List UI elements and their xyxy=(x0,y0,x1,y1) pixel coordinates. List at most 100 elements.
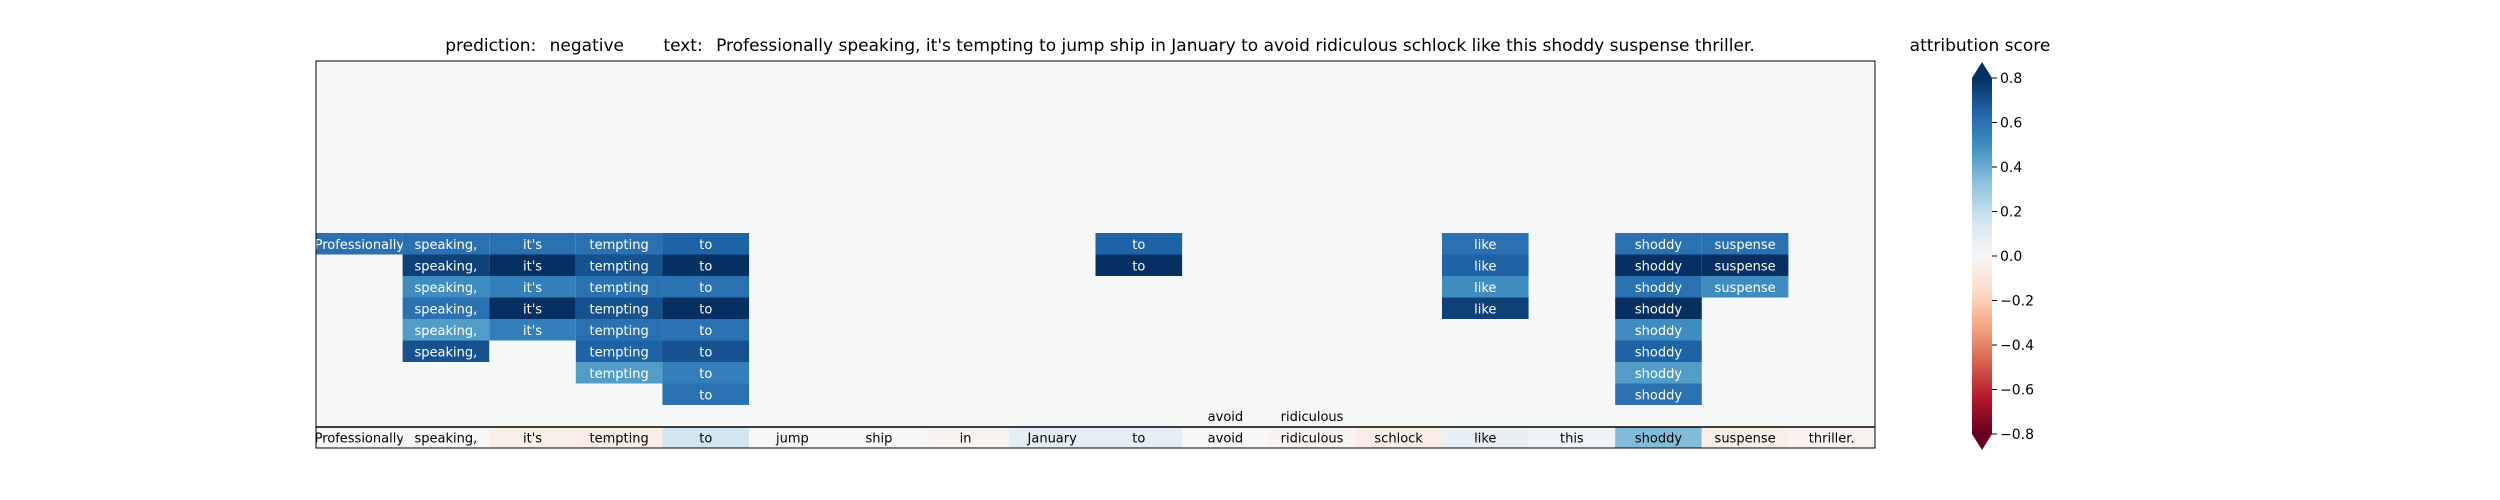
heatmap-cell xyxy=(1701,254,1789,276)
heatmap-cell-label: shoddy xyxy=(1635,238,1682,253)
token-label: it's xyxy=(523,432,542,447)
colorbar-top-extension xyxy=(1972,62,1992,78)
heatmap-cell-label: avoid xyxy=(1208,410,1243,425)
heatmap-cell xyxy=(402,233,490,255)
heatmap-cell-label: it's xyxy=(523,281,542,296)
colorbar-tick-label: −0.2 xyxy=(2000,294,2034,310)
token-cell xyxy=(489,427,576,448)
heatmap-cell xyxy=(489,297,576,319)
heatmap-cell xyxy=(1441,233,1529,255)
heatmap-cell xyxy=(1441,276,1529,298)
heatmap-cell-label: to xyxy=(699,281,712,296)
heatmap-cell xyxy=(575,233,663,255)
token-label: tempting xyxy=(590,432,649,447)
heatmap-cell xyxy=(1441,254,1529,276)
heatmap-cell xyxy=(662,319,750,341)
prediction-label: prediction: xyxy=(445,36,536,56)
token-cell xyxy=(1701,427,1789,448)
heatmap-cell xyxy=(402,319,490,341)
heatmap-cells: Professionally speaking, it's tempting to to l… xyxy=(315,233,1789,425)
heatmap-cell-label: suspense xyxy=(1715,281,1776,296)
heatmap-cell-label: like xyxy=(1474,281,1496,296)
colorbar-tick-label: −0.8 xyxy=(2000,427,2034,443)
heatmap-cell xyxy=(1615,297,1702,319)
prediction-value: negative xyxy=(550,36,624,56)
heatmap-cell-label: tempting xyxy=(590,259,649,274)
heatmap-cell-label: shoddy xyxy=(1635,324,1682,339)
token-label: this xyxy=(1560,432,1584,447)
token-cell xyxy=(1268,427,1356,448)
heatmap-cell xyxy=(1095,254,1183,276)
token-cell xyxy=(316,427,403,448)
heatmap-cell-label: to xyxy=(1132,259,1145,274)
token-cell xyxy=(922,427,1009,448)
heatmap-cell-label: speaking, xyxy=(415,302,478,317)
heatmap-cell xyxy=(575,254,663,276)
heatmap-cell-label: tempting xyxy=(590,281,649,296)
plot-frame xyxy=(315,60,1876,449)
heatmap-cell-label: to xyxy=(699,367,712,382)
heatmap-cell-label: tempting xyxy=(590,324,649,339)
token-label: to xyxy=(1132,432,1145,447)
heatmap-cell-label: to xyxy=(699,302,712,317)
heatmap-cell-label: suspense xyxy=(1715,259,1776,274)
heatmap-cell xyxy=(662,297,750,319)
token-label: January xyxy=(1027,432,1078,447)
token-cell xyxy=(1355,427,1442,448)
heatmap-cell xyxy=(662,340,750,362)
token-cell xyxy=(402,427,490,448)
heatmap-cell xyxy=(1615,383,1702,405)
heatmap-cell xyxy=(1095,233,1183,255)
heatmap-cell xyxy=(489,276,576,298)
heatmap-cell-label: suspense xyxy=(1715,238,1776,253)
colorbar-tick-label: 0.8 xyxy=(2000,71,2022,87)
colorbar-ticks: 0.8 0.6 0.4 0.2 0.0 −0.2 −0.4 −0.6 −0.8 xyxy=(1992,71,2034,443)
heatmap-cell-label: shoddy xyxy=(1635,281,1682,296)
heatmap-cell xyxy=(575,297,663,319)
heatmap-cell xyxy=(402,254,490,276)
heatmap-cell xyxy=(662,276,750,298)
heatmap-cell xyxy=(1615,319,1702,341)
colorbar-gradient xyxy=(1972,78,1992,434)
token-cell xyxy=(1788,427,1875,448)
heatmap-cell-label: speaking, xyxy=(415,259,478,274)
heatmap-cell-label: like xyxy=(1474,259,1496,274)
token-label: schlock xyxy=(1374,432,1423,447)
colorbar-tick-label: 0.4 xyxy=(2000,160,2022,176)
heatmap-cell xyxy=(402,276,490,298)
token-cell xyxy=(1615,427,1702,448)
token-cell xyxy=(749,427,836,448)
heatmap-cell xyxy=(575,276,663,298)
heatmap-cell xyxy=(1615,276,1702,298)
token-label: like xyxy=(1474,432,1496,447)
colorbar-tick-label: 0.2 xyxy=(2000,205,2022,221)
heatmap-cell-label: speaking, xyxy=(415,345,478,360)
heatmap-cell-label: shoddy xyxy=(1635,367,1682,382)
heatmap-cell xyxy=(662,254,750,276)
heatmap-cell xyxy=(662,233,750,255)
heatmap-cell-label: speaking, xyxy=(415,324,478,339)
heatmap-cell xyxy=(662,362,750,384)
token-cell xyxy=(1008,427,1096,448)
heatmap-cell-label: shoddy xyxy=(1635,345,1682,360)
heatmap-cell-label: it's xyxy=(523,259,542,274)
heatmap-cell-label: shoddy xyxy=(1635,388,1682,403)
heatmap-cell xyxy=(316,233,403,255)
heatmap-cell-label: like xyxy=(1474,238,1496,253)
token-cell xyxy=(835,427,923,448)
colorbar-tick-label: −0.6 xyxy=(2000,383,2034,399)
token-row: Professionally speaking, it's tempting to jum… xyxy=(315,427,1875,448)
colorbar-label: attribution score xyxy=(1910,36,2051,56)
heatmap-cell-label: to xyxy=(699,259,712,274)
heatmap-cell xyxy=(402,340,490,362)
heatmap-cell-label: tempting xyxy=(590,302,649,317)
token-label: in xyxy=(960,432,972,447)
token-cell xyxy=(662,427,750,448)
heatmap-cell xyxy=(575,362,663,384)
token-label: speaking, xyxy=(415,432,478,447)
token-label: suspense xyxy=(1715,432,1776,447)
heatmap-cell-label: tempting xyxy=(590,345,649,360)
heatmap-cell-label: Professionally xyxy=(315,238,405,253)
heatmap-cell-label: to xyxy=(699,388,712,403)
heatmap-cell xyxy=(575,340,663,362)
